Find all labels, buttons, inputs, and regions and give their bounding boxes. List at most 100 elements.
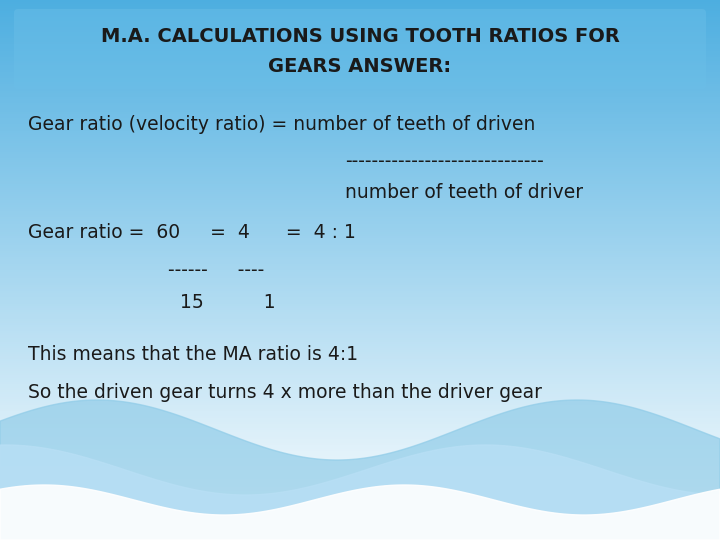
Bar: [0, 261, 720, 264]
Bar: [0, 240, 720, 242]
Bar: [0, 2, 720, 4]
Bar: [0, 190, 720, 192]
Text: So the driven gear turns 4 x more than the driver gear: So the driven gear turns 4 x more than t…: [28, 382, 542, 402]
Bar: [0, 417, 720, 420]
Bar: [0, 30, 720, 32]
Bar: [0, 156, 720, 158]
Bar: [0, 158, 720, 160]
Bar: [0, 523, 720, 525]
Bar: [0, 25, 720, 28]
Bar: [0, 361, 720, 363]
Bar: [0, 338, 720, 340]
Bar: [0, 276, 720, 279]
Bar: [0, 472, 720, 475]
Bar: [0, 329, 720, 331]
Bar: [0, 367, 720, 369]
Bar: [0, 131, 720, 133]
Bar: [0, 76, 720, 78]
Bar: [0, 282, 720, 285]
Bar: [0, 133, 720, 135]
Bar: [0, 274, 720, 276]
FancyBboxPatch shape: [14, 9, 706, 89]
Bar: [0, 213, 720, 215]
Bar: [0, 44, 720, 46]
Bar: [0, 416, 720, 417]
Bar: [0, 382, 720, 384]
Bar: [0, 160, 720, 163]
Bar: [0, 91, 720, 93]
Text: ------     ----: ------ ----: [168, 260, 264, 280]
Bar: [0, 475, 720, 477]
Bar: [0, 428, 720, 430]
Bar: [0, 468, 720, 470]
Bar: [0, 89, 720, 91]
Bar: [0, 202, 720, 205]
Bar: [0, 38, 720, 40]
Bar: [0, 394, 720, 396]
Bar: [0, 72, 720, 74]
Bar: [0, 363, 720, 365]
Text: ------------------------------: ------------------------------: [345, 152, 544, 172]
Bar: [0, 312, 720, 314]
Bar: [0, 409, 720, 411]
Bar: [0, 17, 720, 19]
Bar: [0, 99, 720, 102]
Bar: [0, 340, 720, 342]
Bar: [0, 114, 720, 116]
Bar: [0, 438, 720, 441]
Bar: [0, 422, 720, 424]
Bar: [0, 335, 720, 338]
Bar: [0, 103, 720, 105]
Bar: [0, 84, 720, 86]
Bar: [0, 205, 720, 207]
Bar: [0, 46, 720, 49]
Bar: [0, 437, 720, 438]
Bar: [0, 49, 720, 51]
Bar: [0, 245, 720, 247]
Bar: [0, 120, 720, 123]
Bar: [0, 485, 720, 487]
Bar: [0, 377, 720, 380]
Bar: [0, 308, 720, 310]
Text: 15          1: 15 1: [168, 293, 276, 312]
Bar: [0, 80, 720, 82]
Bar: [0, 479, 720, 481]
Bar: [0, 61, 720, 63]
Bar: [0, 93, 720, 95]
Bar: [0, 253, 720, 255]
Bar: [0, 295, 720, 298]
Bar: [0, 498, 720, 500]
Bar: [0, 344, 720, 346]
Bar: [0, 456, 720, 458]
Bar: [0, 259, 720, 261]
Bar: [0, 534, 720, 536]
Bar: [0, 179, 720, 181]
Bar: [0, 232, 720, 234]
Bar: [0, 365, 720, 367]
Bar: [0, 118, 720, 120]
Bar: [0, 373, 720, 375]
Bar: [0, 97, 720, 99]
Bar: [0, 529, 720, 531]
Bar: [0, 491, 720, 494]
Bar: [0, 86, 720, 89]
Bar: [0, 53, 720, 55]
Bar: [0, 209, 720, 211]
Bar: [0, 228, 720, 230]
Bar: [0, 430, 720, 433]
Bar: [0, 407, 720, 409]
Bar: [0, 352, 720, 354]
Bar: [0, 65, 720, 68]
Bar: [0, 110, 720, 112]
Bar: [0, 420, 720, 422]
Bar: [0, 238, 720, 240]
Bar: [0, 460, 720, 462]
Bar: [0, 141, 720, 144]
Bar: [0, 466, 720, 468]
Bar: [0, 11, 720, 12]
Bar: [0, 126, 720, 129]
Bar: [0, 454, 720, 456]
Bar: [0, 270, 720, 272]
Bar: [0, 380, 720, 382]
Bar: [0, 458, 720, 460]
